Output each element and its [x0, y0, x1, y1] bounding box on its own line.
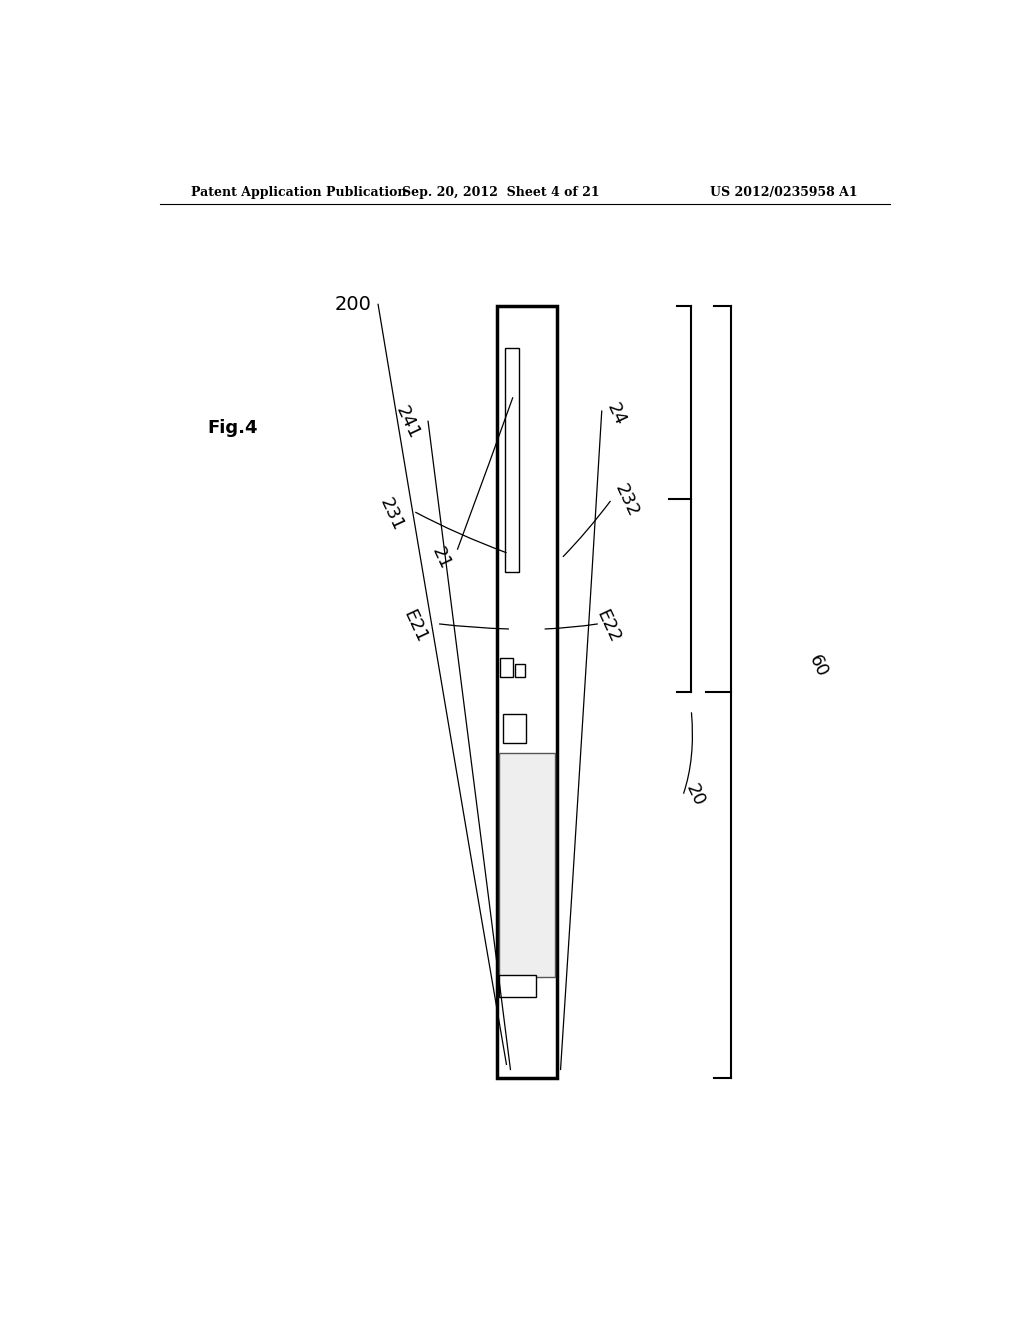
Text: 60: 60 — [806, 652, 831, 681]
Text: 232: 232 — [611, 482, 642, 520]
Bar — [499, 752, 555, 977]
Text: 20: 20 — [682, 781, 709, 809]
Text: Sep. 20, 2012  Sheet 4 of 21: Sep. 20, 2012 Sheet 4 of 21 — [402, 186, 600, 199]
Text: 24: 24 — [603, 400, 629, 429]
Bar — [515, 664, 525, 677]
Text: 241: 241 — [392, 404, 423, 442]
Text: E21: E21 — [400, 607, 431, 645]
Text: 200: 200 — [334, 296, 371, 314]
Bar — [497, 306, 557, 1078]
Text: Fig.4: Fig.4 — [207, 418, 258, 437]
Text: US 2012/0235958 A1: US 2012/0235958 A1 — [711, 186, 858, 199]
Bar — [500, 974, 537, 997]
Bar — [505, 348, 519, 572]
Text: E22: E22 — [593, 607, 624, 645]
Bar — [504, 714, 525, 743]
Text: 231: 231 — [376, 495, 407, 533]
Text: Patent Application Publication: Patent Application Publication — [191, 186, 407, 199]
Bar — [500, 659, 513, 677]
Text: 21: 21 — [428, 544, 455, 572]
